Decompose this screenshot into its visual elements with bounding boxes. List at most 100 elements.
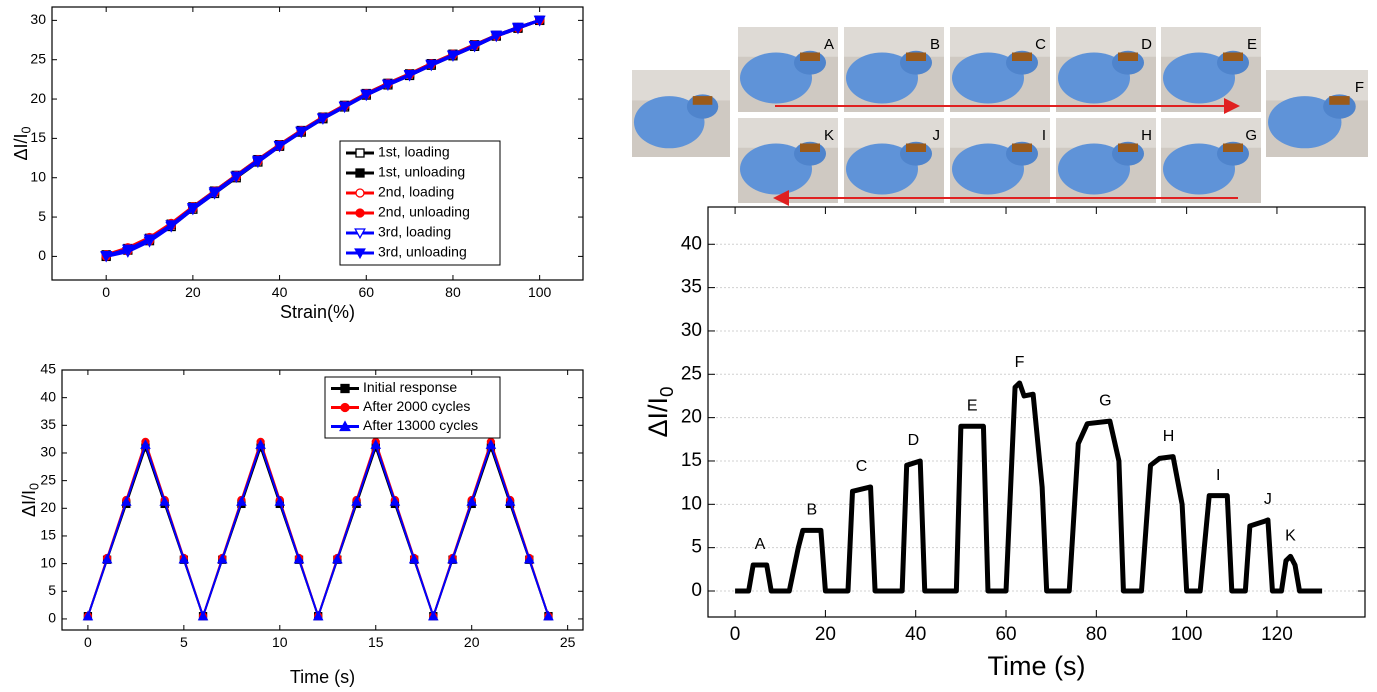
y-tick-label: 0 bbox=[691, 580, 702, 601]
x-tick-label: 0 bbox=[730, 624, 741, 645]
y-tick-label: 25 bbox=[40, 471, 56, 487]
y-tick-label: 5 bbox=[48, 582, 56, 598]
y-axis-label-main: ΔI/I bbox=[19, 490, 39, 517]
y-axis-label: ΔI/I0 bbox=[11, 126, 34, 160]
marker bbox=[403, 70, 416, 81]
marker bbox=[236, 496, 247, 506]
photo-label: I bbox=[1042, 127, 1046, 144]
annotation: J bbox=[1264, 491, 1272, 508]
marker bbox=[360, 89, 373, 101]
y-tick-label: 10 bbox=[681, 493, 702, 514]
x-axis-label: Strain(%) bbox=[280, 302, 355, 322]
marker bbox=[425, 59, 438, 71]
y-tick-label: 45 bbox=[40, 361, 56, 377]
y-tick-label: 30 bbox=[30, 11, 46, 27]
photo-wall bbox=[738, 27, 838, 57]
y-axis-label-sub: 0 bbox=[28, 483, 42, 490]
y-axis-label-sub: 0 bbox=[657, 386, 678, 397]
photo-label: K bbox=[824, 127, 834, 144]
y-tick-label: 35 bbox=[681, 277, 702, 298]
marker bbox=[178, 553, 190, 564]
x-tick-label: 0 bbox=[102, 284, 110, 300]
marker bbox=[447, 553, 458, 564]
glove bbox=[740, 143, 812, 195]
x-tick-label: 20 bbox=[815, 624, 836, 645]
y-tick-label: 25 bbox=[681, 363, 702, 384]
marker bbox=[351, 496, 362, 506]
marker bbox=[186, 202, 199, 214]
photo-label: E bbox=[1247, 36, 1257, 53]
series-line bbox=[735, 380, 1323, 594]
legend-box bbox=[339, 140, 501, 266]
y-tick-label: 20 bbox=[40, 499, 56, 515]
marker bbox=[355, 148, 365, 158]
sensor bbox=[1223, 52, 1243, 61]
legend: 1st, loading 1st, unloading 2nd, loading 2n… bbox=[339, 140, 501, 266]
sensor bbox=[800, 143, 820, 152]
sensor bbox=[1118, 52, 1138, 61]
y-tick-label: 0 bbox=[48, 610, 56, 626]
legend-label: After 2000 cycles bbox=[363, 398, 470, 414]
marker bbox=[355, 188, 365, 198]
marker bbox=[120, 496, 132, 506]
legend-label: 1st, unloading bbox=[378, 164, 465, 180]
marker bbox=[101, 553, 113, 564]
glove bbox=[952, 52, 1024, 104]
legend-label: After 13000 cycles bbox=[363, 417, 478, 433]
marker bbox=[216, 553, 228, 564]
plot-frame bbox=[51, 6, 584, 281]
glove bbox=[1058, 52, 1130, 104]
x-tick-label: 0 bbox=[84, 634, 92, 650]
marker bbox=[293, 553, 305, 564]
photo-wall bbox=[1161, 118, 1261, 148]
photo-wall bbox=[844, 118, 944, 148]
marker bbox=[504, 496, 516, 506]
y-axis-label: ΔI/I0 bbox=[643, 386, 678, 437]
y-tick-label: 20 bbox=[681, 407, 702, 428]
marker bbox=[100, 250, 113, 262]
x-axis-label: Time (s) bbox=[988, 651, 1086, 681]
annotation: F bbox=[1015, 354, 1025, 371]
marker bbox=[339, 420, 351, 432]
photo-label: G bbox=[1245, 127, 1257, 144]
photo-panel: A B C D E K J I H G F bbox=[632, 27, 1368, 206]
series-line bbox=[86, 446, 550, 618]
marker bbox=[468, 40, 481, 52]
annotation: B bbox=[807, 502, 818, 519]
marker bbox=[143, 234, 156, 246]
glove bbox=[1058, 143, 1130, 195]
x-tick-label: 20 bbox=[185, 284, 201, 300]
glove bbox=[740, 52, 812, 104]
marker bbox=[382, 79, 394, 91]
marker bbox=[273, 140, 286, 152]
marker bbox=[230, 171, 243, 183]
x-tick-label: 10 bbox=[272, 634, 288, 650]
sensor bbox=[1329, 96, 1350, 105]
plot-frame bbox=[707, 206, 1366, 618]
y-axis-label-sub: 0 bbox=[20, 126, 34, 133]
annotation: C bbox=[856, 458, 868, 475]
sensor bbox=[906, 52, 926, 61]
marker bbox=[543, 610, 554, 621]
marker bbox=[447, 50, 459, 62]
marker bbox=[512, 22, 524, 34]
marker bbox=[340, 383, 350, 394]
marker bbox=[389, 496, 401, 506]
legend-label: 2nd, unloading bbox=[378, 204, 470, 220]
y-tick-label: 30 bbox=[40, 444, 56, 460]
legend-label: 3rd, loading bbox=[378, 224, 451, 240]
y-tick-label: 10 bbox=[40, 554, 56, 570]
marker bbox=[466, 496, 477, 506]
sensor bbox=[1223, 143, 1243, 152]
y-tick-label: 40 bbox=[681, 233, 702, 254]
marker bbox=[140, 439, 151, 449]
marker bbox=[332, 553, 343, 564]
x-tick-label: 5 bbox=[180, 634, 188, 650]
y-axis-label-main: ΔI/I bbox=[11, 133, 31, 160]
photo-label: D bbox=[1141, 36, 1152, 53]
y-tick-label: 15 bbox=[681, 450, 702, 471]
marker bbox=[428, 610, 439, 621]
x-tick-label: 100 bbox=[1171, 624, 1203, 645]
